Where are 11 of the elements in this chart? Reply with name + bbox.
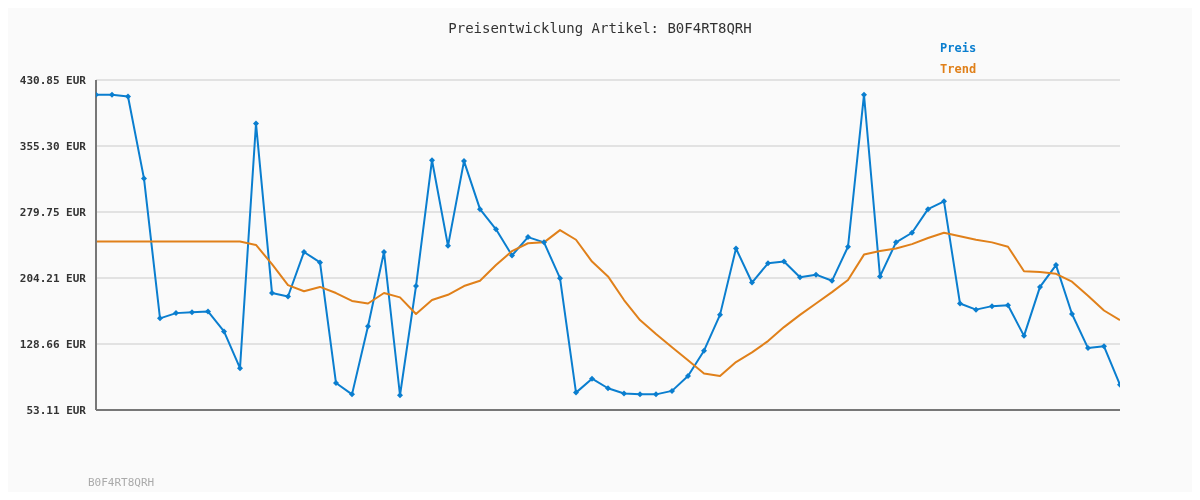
y-tick-label: 430.85 EUR — [19, 74, 87, 87]
y-tick-label: 53.11 EUR — [26, 404, 87, 417]
y-tick-label: 128.66 EUR — [19, 338, 87, 351]
chart-title: Preisentwicklung Artikel: B0F4RT8QRH — [447, 20, 753, 36]
y-tick-label: 355.30 EUR — [19, 140, 87, 153]
line-series — [96, 229, 1120, 378]
y-tick-label: 204.21 EUR — [19, 272, 87, 285]
y-tick-label: 279.75 EUR — [19, 206, 87, 219]
text: Preis — [940, 40, 977, 57]
text: B0F4RT8QRH — [88, 476, 155, 489]
text: Trend — [940, 61, 977, 78]
